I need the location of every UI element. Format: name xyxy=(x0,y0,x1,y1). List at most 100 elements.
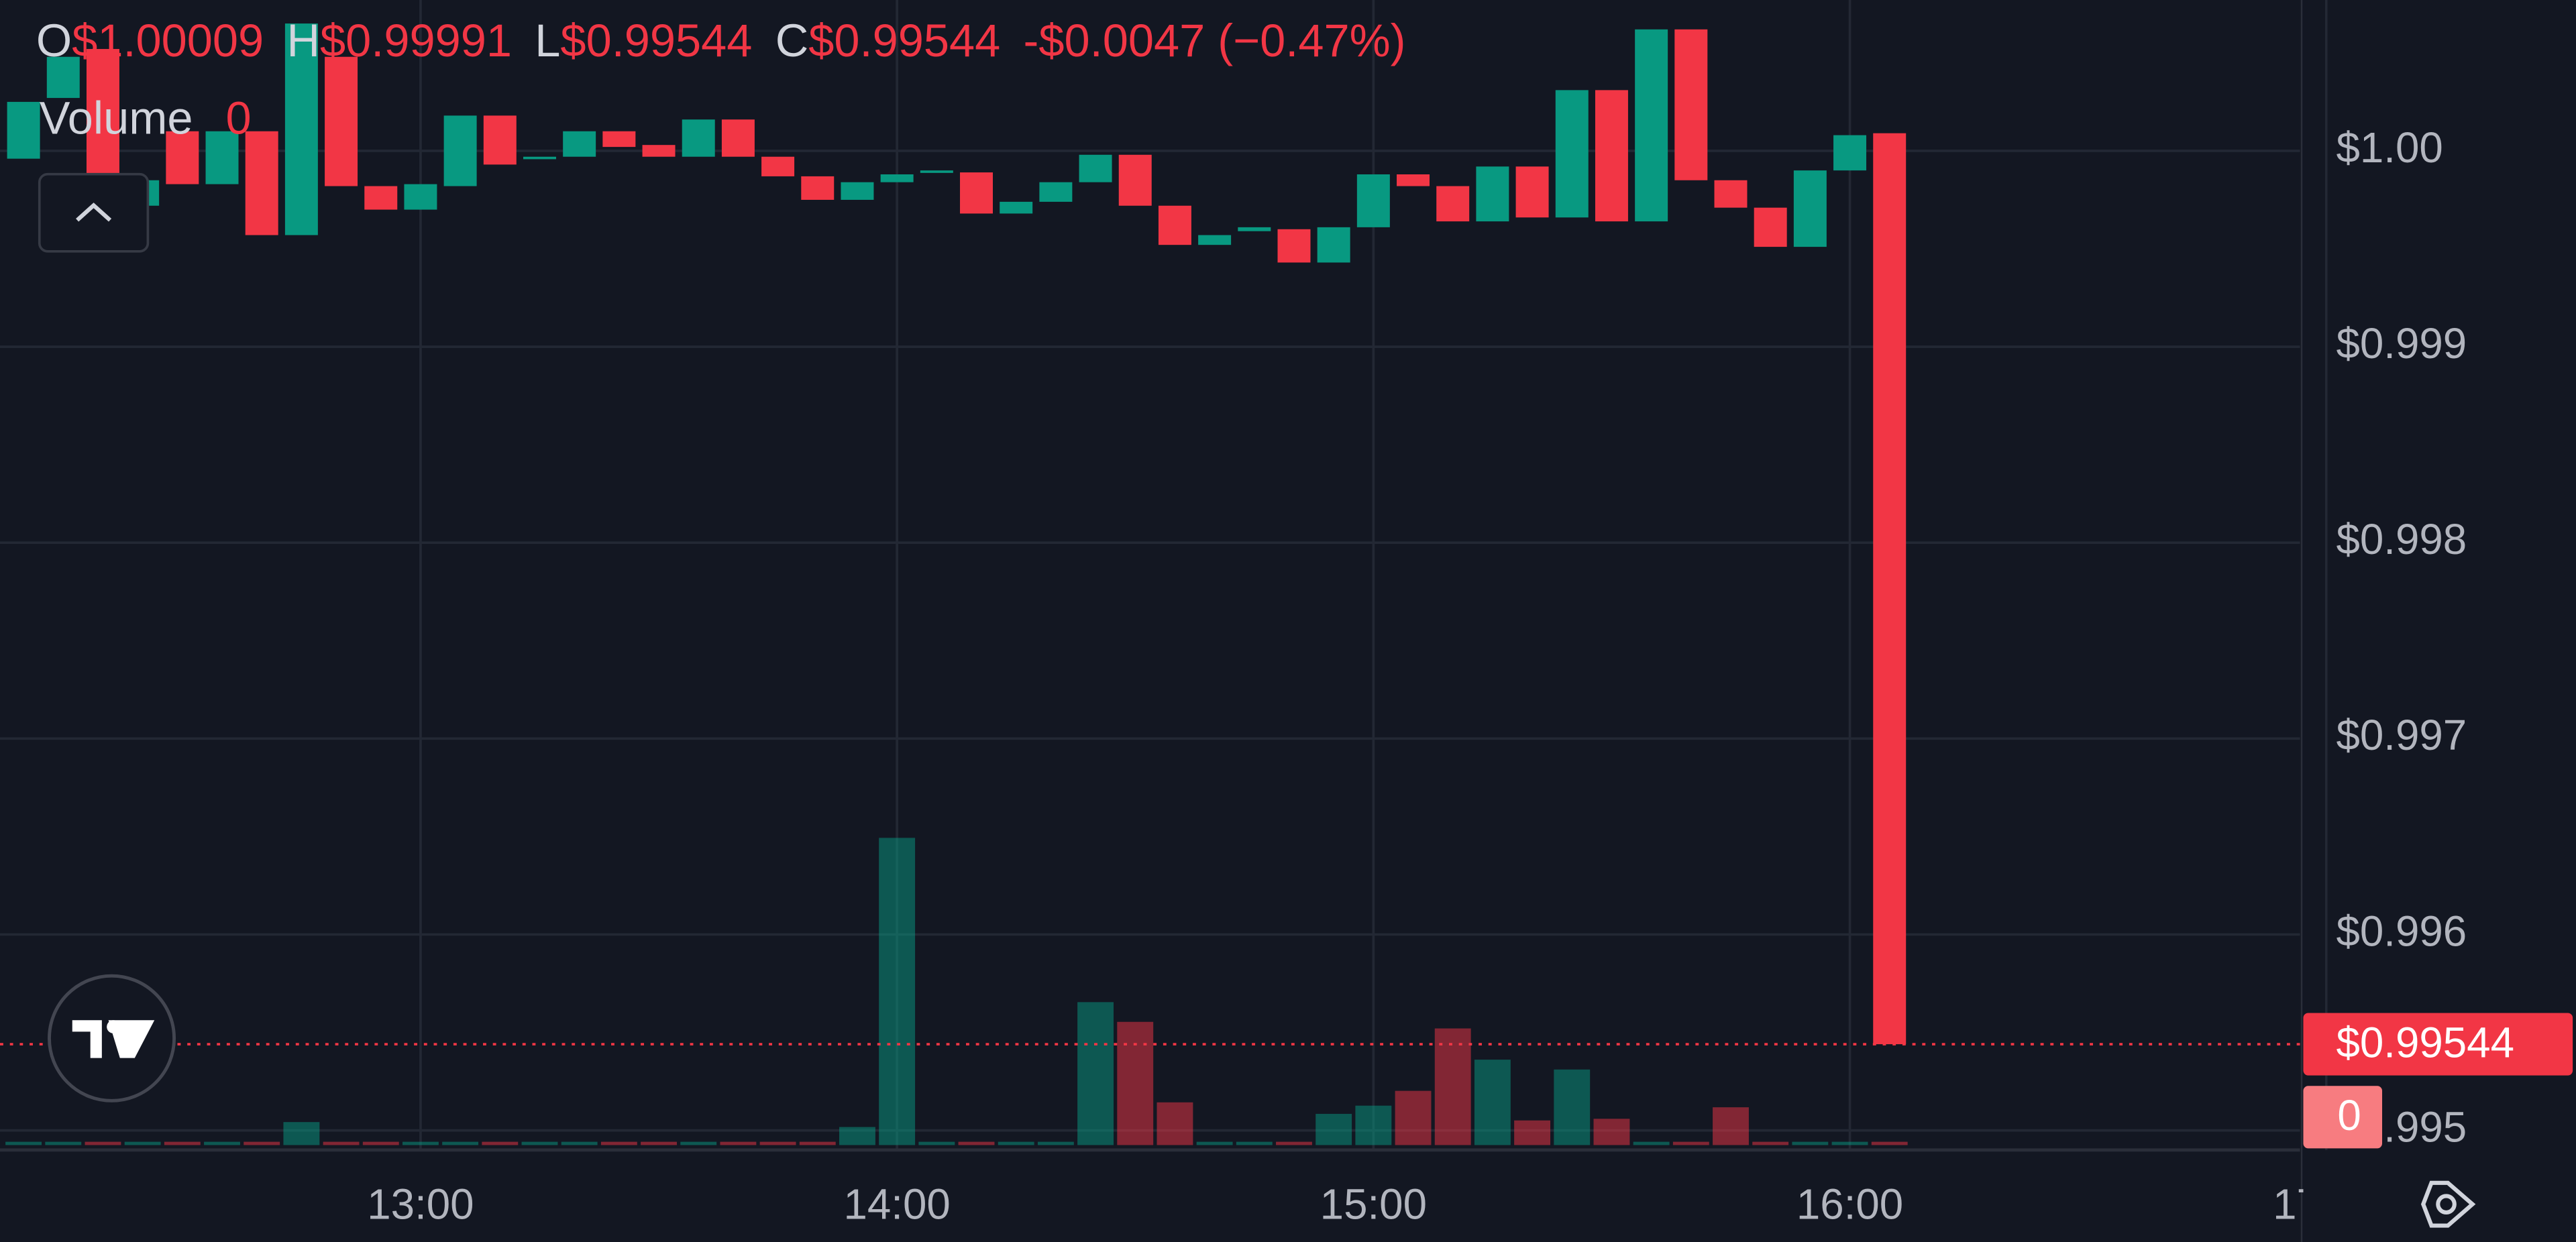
candle-body xyxy=(1754,207,1787,247)
volume-bar xyxy=(799,1141,836,1145)
volume-bar xyxy=(1871,1141,1908,1145)
candle-body xyxy=(46,56,80,99)
settings-icon[interactable] xyxy=(2436,1194,2457,1215)
candle-body xyxy=(86,49,119,180)
chevron-icon[interactable] xyxy=(76,203,112,222)
volume-bar xyxy=(1395,1090,1432,1145)
volume-bar xyxy=(720,1141,757,1145)
candle-body xyxy=(1595,90,1628,222)
volume-bar xyxy=(1672,1141,1709,1145)
volume-bar xyxy=(521,1141,558,1145)
candle-body xyxy=(284,23,318,235)
volume-bar xyxy=(561,1141,598,1145)
candle-body xyxy=(1476,166,1509,222)
x-tick-label: 17:00 xyxy=(2273,1180,2379,1228)
candle-body xyxy=(1793,170,1827,247)
price-pane xyxy=(0,23,2300,1046)
candle-body xyxy=(960,172,993,214)
volume-bar xyxy=(45,1141,82,1145)
volume-bar xyxy=(641,1141,677,1145)
value: 0 xyxy=(225,92,251,144)
candle-body xyxy=(1317,227,1350,263)
volume-bar xyxy=(998,1141,1034,1145)
x-axis: 13:00 14:00 15:00 16:00 17:00 xyxy=(367,1180,2379,1228)
volume-bar xyxy=(5,1141,42,1145)
logo-circle[interactable] xyxy=(48,974,176,1103)
volume-bar xyxy=(323,1141,360,1145)
volume-pane xyxy=(5,838,1908,1145)
candle-body xyxy=(920,170,953,173)
volume-bar xyxy=(1831,1141,1868,1145)
volume-bar xyxy=(1236,1141,1273,1145)
candle-body xyxy=(1397,174,1430,186)
volume-bar xyxy=(1593,1119,1630,1145)
volume-bar xyxy=(1077,1002,1114,1145)
candle-body xyxy=(721,119,755,157)
logo[interactable] xyxy=(48,974,176,1103)
volume-bar xyxy=(1196,1141,1233,1145)
label: C xyxy=(775,15,809,66)
candle-body xyxy=(523,156,556,160)
volume-bar xyxy=(680,1141,717,1145)
button-frame[interactable] xyxy=(38,172,150,253)
candle-body xyxy=(801,176,835,200)
candle-body xyxy=(563,131,596,157)
candle-body xyxy=(1674,29,1708,180)
volume-bar xyxy=(244,1141,280,1145)
volume-bar xyxy=(1474,1060,1511,1145)
candle-body xyxy=(841,182,874,200)
price-badge-label: $0.99544 xyxy=(2336,1019,2514,1066)
y-tick-label: $1.00 xyxy=(2336,124,2443,172)
candle-body xyxy=(443,115,477,186)
volume-badge xyxy=(2303,1086,2383,1149)
candle-body xyxy=(205,131,239,184)
volume-bar xyxy=(1752,1141,1789,1145)
volume-bar xyxy=(1713,1107,1749,1145)
volume-bar xyxy=(402,1141,439,1145)
value: $0.99544 xyxy=(560,15,752,66)
volume-bar xyxy=(164,1141,201,1145)
volume-bar xyxy=(759,1141,796,1145)
volume-bar xyxy=(124,1141,161,1145)
volume-bar xyxy=(839,1127,875,1145)
candle-body xyxy=(325,56,358,186)
volume-bar xyxy=(1792,1141,1829,1145)
settings-icon[interactable] xyxy=(2420,1180,2476,1228)
logo-mark[interactable] xyxy=(72,1020,155,1058)
volume-bar xyxy=(482,1141,519,1145)
ohlc-header: O$1.00009 H$0.99991 L$0.99544 C$0.99544 -$0.… xyxy=(36,15,1406,66)
y-tick-label: $0.997 xyxy=(2336,712,2467,759)
volume-badge-label: 0 xyxy=(2337,1092,2361,1139)
value: $1.00009 xyxy=(72,15,264,66)
volume-bar xyxy=(1355,1105,1392,1145)
volume-bar xyxy=(1117,1021,1154,1145)
candle-body xyxy=(1000,201,1033,214)
candle-body xyxy=(483,115,517,165)
y-tick-label: $0.996 xyxy=(2336,907,2467,955)
x-tick-label: 14:00 xyxy=(843,1180,950,1228)
volume-bar xyxy=(1316,1113,1352,1145)
label: H xyxy=(287,15,321,66)
volume-bar xyxy=(442,1141,479,1145)
x-tick-label: 16:00 xyxy=(1796,1180,1903,1228)
volume-bar xyxy=(600,1141,637,1145)
candle-body xyxy=(404,184,437,210)
change: -$0.0047 (−0.47%) xyxy=(1024,15,1406,66)
value: $0.99991 xyxy=(320,15,512,66)
candle-body xyxy=(1635,29,1668,222)
settings-button[interactable] xyxy=(2420,1180,2476,1228)
y-tick-label: $0.999 xyxy=(2336,320,2467,368)
logo-dot[interactable] xyxy=(107,1020,120,1033)
volume-bar xyxy=(1276,1141,1312,1145)
candle-body xyxy=(682,119,715,157)
volume-bar xyxy=(879,838,916,1145)
volume-legend: Volume 0 xyxy=(40,92,252,144)
y-tick-label: $0.998 xyxy=(2336,516,2467,563)
collapse-button[interactable] xyxy=(38,172,150,253)
price-badge xyxy=(2303,1013,2573,1076)
candle-body xyxy=(1436,186,1470,222)
candle-body xyxy=(1555,90,1589,218)
x-tick-label: 15:00 xyxy=(1320,1180,1427,1228)
candle-body xyxy=(1198,235,1232,245)
volume-bar xyxy=(1633,1141,1670,1145)
